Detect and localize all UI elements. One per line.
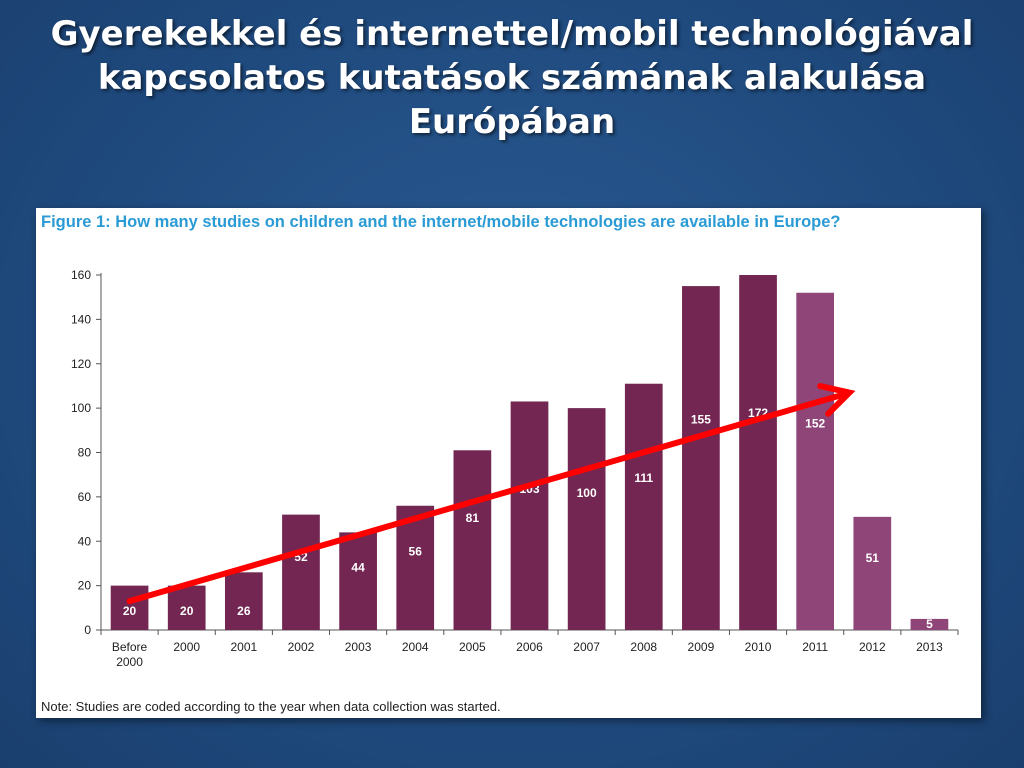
x-tick-label: 2010 [745,640,772,654]
bar [910,618,949,630]
trend-arrow-shaft [126,392,845,605]
bar-data-label: 44 [351,560,365,574]
x-tick-label: 2004 [402,640,429,654]
bar [682,286,720,630]
bar-data-label: 56 [409,544,423,558]
bar-data-label: 20 [123,604,137,618]
x-tick-label: 2011 [802,640,828,654]
bar [396,505,435,630]
trend-arrow-head [817,383,856,417]
y-tick-label: 40 [78,534,92,548]
bar-data-label: 20 [180,604,194,618]
bar-data-label: 155 [691,413,711,427]
figure-note: Note: Studies are coded according to the… [41,699,501,714]
x-tick-label: 2006 [516,640,543,654]
bar [739,275,777,630]
x-tick-label: Before [112,640,148,654]
y-tick-label: 20 [78,579,92,593]
bar [339,532,377,630]
y-tick-label: 80 [78,446,92,460]
bar-data-label: 111 [634,471,653,485]
x-tick-label: 2012 [859,640,886,654]
y-tick-label: 100 [71,401,91,415]
bar [853,516,892,630]
x-tick-label: 2001 [230,640,257,654]
bar [167,585,206,630]
y-tick-label: 140 [71,312,91,326]
bar [624,383,663,630]
bar [282,514,320,630]
bar-data-label: 5 [926,617,933,631]
x-tick-label: 2000 [173,640,200,654]
x-tick-label: 2007 [573,640,600,654]
figure-panel: Figure 1: How many studies on children a… [36,208,981,718]
slide-title-line-3: Európában [408,102,616,142]
x-tick-label: 2000 [116,655,143,669]
x-tick-label: 2005 [459,640,486,654]
slide-title: Gyerekekkel és internettel/mobil technol… [20,12,1004,144]
bar-data-label: 26 [237,604,251,618]
bar-chart: 02040608010012014016020Before20002020002… [71,268,959,669]
bar [453,450,492,630]
x-tick-label: 2013 [916,640,943,654]
bar [110,585,149,630]
bar-data-label: 81 [466,511,480,525]
bar [510,401,549,630]
slide-title-line-2: kapcsolatos kutatások számának alakulása [97,58,927,98]
bar-data-label: 100 [577,486,597,500]
bar [567,408,606,630]
x-tick-label: 2009 [688,640,715,654]
y-tick-label: 0 [84,623,91,637]
figure-heading: Figure 1: How many studies on children a… [41,213,841,231]
y-tick-label: 60 [78,490,92,504]
x-tick-label: 2002 [288,640,315,654]
bar-data-label: 51 [866,551,880,565]
bar [224,572,263,630]
x-tick-label: 2008 [630,640,657,654]
bar-data-label: 152 [805,417,825,431]
y-tick-label: 120 [71,357,91,371]
x-tick-label: 2003 [345,640,372,654]
y-tick-label: 160 [71,268,91,282]
bar [796,292,835,630]
slide-title-line-1: Gyerekekkel és internettel/mobil technol… [50,14,974,54]
